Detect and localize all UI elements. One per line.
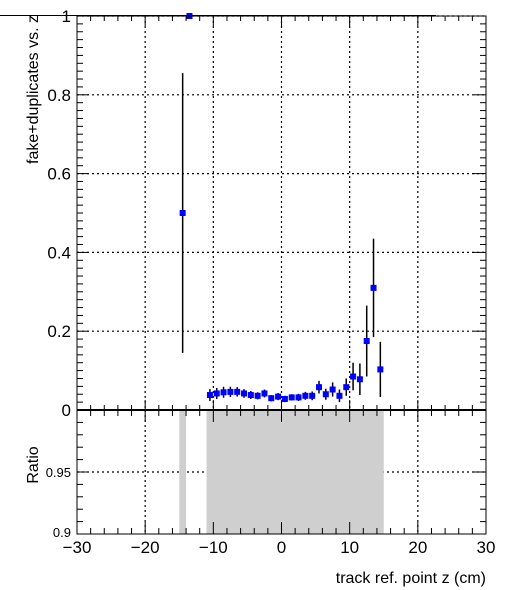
- ratio-band: [206, 410, 384, 534]
- ratio-bands: [179, 410, 384, 534]
- main-y-tick-labels: 0 0.2 0.4 0.6 0.8 1: [47, 7, 71, 420]
- data-point: [363, 338, 370, 345]
- ratio-band: [179, 410, 187, 534]
- main-y-tick-label: 0: [62, 401, 71, 420]
- data-point: [261, 390, 268, 397]
- ratio-y-axis-label: Ratio: [25, 446, 42, 483]
- data-point: [254, 392, 261, 399]
- data-point: [295, 394, 302, 401]
- data-point: [370, 284, 377, 291]
- main-y-tick-label: 1: [62, 7, 71, 26]
- data-point: [227, 388, 234, 395]
- data-point: [302, 392, 309, 399]
- main-grid: [77, 15, 486, 410]
- data-point: [329, 386, 336, 393]
- main-y-axis-label: fake+duplicates vs. z: [25, 15, 42, 164]
- ratio-ticks: [76, 409, 487, 535]
- data-point: [350, 373, 357, 380]
- data-point: [206, 392, 213, 399]
- data-point: [213, 390, 220, 397]
- data-point: [322, 391, 329, 398]
- x-tick-label: 10: [340, 538, 359, 557]
- main-y-tick-label: 0.4: [47, 243, 71, 262]
- ratio-y-tick-labels: 0.9 0.95: [46, 465, 71, 540]
- data-point: [179, 210, 186, 216]
- data-point: [241, 390, 248, 397]
- main-y-tick-label: 0.8: [47, 86, 71, 105]
- data-point: [220, 389, 227, 396]
- data-point: [268, 395, 275, 402]
- x-tick-labels: −30 −20 −10 0 10 20 30: [63, 538, 496, 557]
- data-point: [288, 394, 295, 401]
- x-tick-label: 20: [408, 538, 427, 557]
- x-tick-label: −30: [63, 538, 92, 557]
- x-tick-label: −20: [131, 538, 160, 557]
- data-point: [247, 392, 254, 399]
- x-axis-label: track ref. point z (cm): [336, 570, 486, 587]
- data-point: [377, 366, 384, 373]
- data-point: [343, 384, 350, 391]
- data-points: [179, 13, 384, 402]
- data-point: [315, 384, 322, 391]
- main-y-tick-label: 0.2: [47, 322, 71, 341]
- ratio-y-tick-label: 0.95: [46, 465, 71, 480]
- x-tick-label: 0: [277, 538, 286, 557]
- data-point: [356, 376, 363, 383]
- main-y-tick-label: 0.6: [47, 165, 71, 184]
- data-point: [275, 393, 282, 400]
- data-point: [281, 395, 288, 402]
- x-tick-label: 30: [477, 538, 496, 557]
- data-point: [234, 388, 241, 395]
- ratio-y-tick-label: 0.9: [53, 525, 71, 540]
- data-point: [309, 392, 316, 399]
- x-tick-label: −10: [199, 538, 228, 557]
- data-point: [336, 392, 343, 399]
